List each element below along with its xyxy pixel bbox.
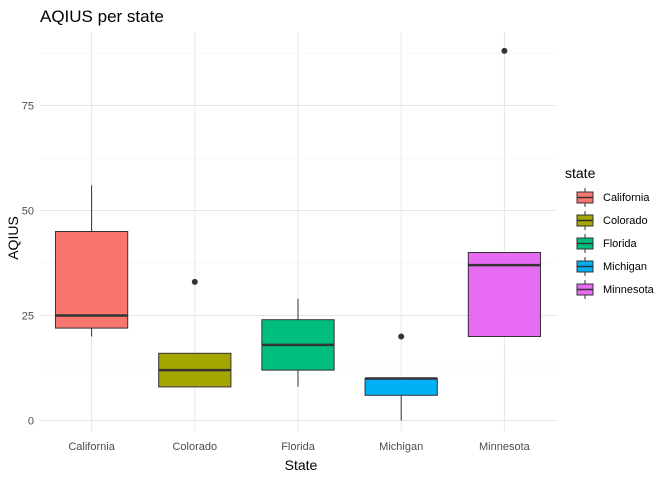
y-tick-label: 50 — [22, 206, 34, 218]
x-tick-label: California — [68, 441, 115, 453]
y-axis-title: AQIUS — [5, 216, 21, 260]
legend-label: Colorado — [603, 215, 648, 227]
legend-label: Michigan — [603, 261, 647, 273]
legend-label: Minnesota — [603, 284, 655, 296]
y-tick-label: 25 — [22, 311, 34, 323]
outlier-point — [398, 333, 405, 340]
legend-label: Florida — [603, 238, 638, 250]
legend: state California Colorado Florida Michigan M… — [565, 165, 655, 299]
outlier-point — [501, 47, 508, 54]
x-tick-label: Colorado — [172, 441, 217, 453]
x-axis-ticks: California Colorado Florida Michigan Minneso… — [68, 441, 530, 453]
y-tick-label: 75 — [22, 101, 34, 113]
legend-item: Colorado — [576, 211, 648, 230]
box-rect — [54, 231, 129, 329]
x-tick-label: Michigan — [379, 441, 423, 453]
box-michigan — [364, 333, 438, 421]
legend-item: Florida — [576, 234, 638, 253]
outlier-point — [191, 278, 198, 285]
y-axis-ticks: 0 25 50 75 — [22, 101, 34, 428]
x-tick-label: Florida — [281, 441, 316, 453]
x-axis-title: State — [285, 457, 318, 473]
legend-item: Michigan — [576, 257, 647, 276]
box-california — [54, 185, 129, 337]
legend-item: California — [576, 188, 650, 207]
box-rect — [364, 378, 438, 396]
box-rect — [467, 252, 542, 337]
y-tick-label: 0 — [28, 416, 34, 428]
boxes — [54, 47, 542, 421]
legend-title: state — [565, 165, 596, 181]
legend-label: California — [603, 192, 650, 204]
box-minnesota — [467, 47, 542, 337]
x-tick-label: Minnesota — [479, 441, 531, 453]
box-florida — [261, 298, 335, 387]
legend-item: Minnesota — [576, 280, 655, 299]
chart-title: AQIUS per state — [40, 7, 164, 26]
box-colorado — [158, 278, 232, 388]
